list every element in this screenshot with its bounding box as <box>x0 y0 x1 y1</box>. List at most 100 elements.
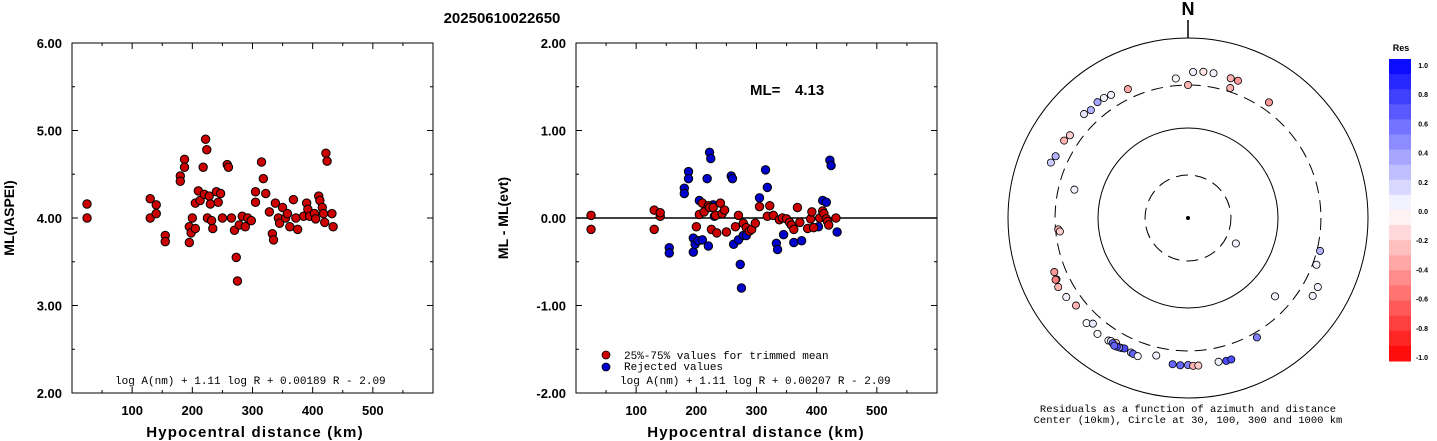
station-point <box>1060 136 1069 145</box>
y-tick-label: 0.00 <box>541 211 566 226</box>
colorbar-cell <box>1389 149 1411 166</box>
colorbar-tick-label: -0.2 <box>1416 238 1428 245</box>
data-point <box>217 213 228 223</box>
trimmed-point <box>750 218 760 228</box>
rejected-point <box>778 229 789 240</box>
trimmed-point <box>807 207 817 217</box>
colorbar-cell <box>1389 104 1411 120</box>
colorbar-cell <box>1389 134 1411 151</box>
colorbar-tick-label: 0.6 <box>1418 121 1428 128</box>
data-point <box>145 194 155 204</box>
data-point <box>327 208 337 219</box>
station-point <box>1271 292 1280 301</box>
data-point <box>151 200 161 210</box>
ml-label: ML= <box>750 82 781 99</box>
y-tick-label: 1.00 <box>541 124 566 139</box>
trimmed-point <box>691 222 702 232</box>
trimmed-point <box>721 227 732 237</box>
trimmed-point <box>719 205 730 215</box>
legend-rejected-marker <box>601 362 611 372</box>
station-point <box>1194 361 1203 370</box>
rejected-point <box>760 165 771 175</box>
station-point <box>1123 85 1132 94</box>
residual-vs-distance-panel: -2.00 -1.00 0.00 1.00 2.00 100 200 300 400 500 ML… <box>495 36 938 441</box>
station-point <box>1110 341 1119 350</box>
station-point <box>1226 74 1235 83</box>
caption-line2: Center (10km), Circle at 30, 100, 300 an… <box>1034 415 1343 427</box>
rejected-point <box>772 244 783 255</box>
formula-label: log A(nm) + 1.11 log R + 0.00189 R - 2.0… <box>115 376 386 388</box>
data-point <box>82 213 92 223</box>
data-point <box>215 188 226 199</box>
colorbar-cell <box>1389 194 1411 211</box>
station-point <box>1054 283 1063 292</box>
trimmed-point <box>730 222 741 232</box>
x-tick-label: 200 <box>181 403 203 418</box>
data-point <box>231 252 241 263</box>
colorbar-title: Res <box>1393 43 1410 53</box>
station-point <box>1312 260 1321 269</box>
y-tick-label: 2.00 <box>541 36 566 51</box>
data-point <box>208 223 218 234</box>
station-point <box>1071 301 1080 310</box>
data-point <box>179 154 190 165</box>
trimmed-point <box>715 198 726 208</box>
rejected-point <box>821 197 831 207</box>
trimmed-point <box>792 202 803 213</box>
rejected-point <box>703 241 714 251</box>
station-point <box>1080 110 1089 119</box>
x-tick-label: 300 <box>242 403 264 418</box>
legend-rejected-label: Rejected values <box>624 362 723 374</box>
trimmed-point <box>733 210 744 221</box>
y-tick-label: 2.00 <box>37 386 62 401</box>
distance-ring-30 <box>1144 174 1232 262</box>
rejected-point <box>688 247 699 257</box>
data-point <box>258 173 269 184</box>
colorbar-cell <box>1389 225 1411 241</box>
station-point <box>1051 152 1060 161</box>
colorbar-tick-label: 0.0 <box>1418 209 1428 216</box>
rejected-point <box>679 188 689 199</box>
station-point <box>1055 227 1064 236</box>
colorbar-cell <box>1389 315 1411 332</box>
station-point <box>1065 131 1074 140</box>
colorbar-tick-label: -0.6 <box>1416 297 1428 304</box>
distance-ring-100 <box>1097 127 1279 309</box>
trimmed-point <box>586 224 596 235</box>
data-point <box>318 208 329 219</box>
colorbar-cell <box>1389 300 1411 317</box>
station-point <box>1050 268 1059 277</box>
trimmed-point <box>808 222 819 233</box>
trimmed-point <box>655 208 665 218</box>
data-point <box>187 213 198 223</box>
station-point <box>1107 90 1116 99</box>
colorbar-cell <box>1389 89 1411 105</box>
station-point <box>1313 283 1322 292</box>
data-point <box>274 218 285 228</box>
data-point <box>151 208 161 219</box>
station-point <box>1093 98 1102 107</box>
data-point <box>206 215 217 226</box>
x-axis-label: Hypocentral distance (km) <box>647 424 865 441</box>
data-point <box>285 222 295 232</box>
data-point <box>205 199 216 209</box>
caption-line1: Residuals as a function of azimuth and d… <box>1040 404 1336 416</box>
data-point <box>232 276 243 286</box>
x-tick-label: 100 <box>625 403 647 418</box>
data-point <box>175 176 186 186</box>
x-tick-label: 500 <box>362 403 384 418</box>
y-tick-label: 6.00 <box>37 36 62 51</box>
legend-trimmed-marker <box>601 350 611 360</box>
data-point <box>268 235 279 245</box>
data-point <box>179 162 190 172</box>
station-point <box>1070 185 1079 194</box>
data-point <box>82 199 92 209</box>
data-point <box>184 237 195 248</box>
data-point <box>310 214 321 224</box>
rejected-point <box>826 160 836 171</box>
station-point <box>1176 361 1185 370</box>
data-point <box>226 213 237 223</box>
azimuth-residual-panel: N Residuals as a function of azimuth and… <box>1007 0 1369 427</box>
station-point <box>1231 239 1240 248</box>
station-point <box>1051 275 1060 284</box>
